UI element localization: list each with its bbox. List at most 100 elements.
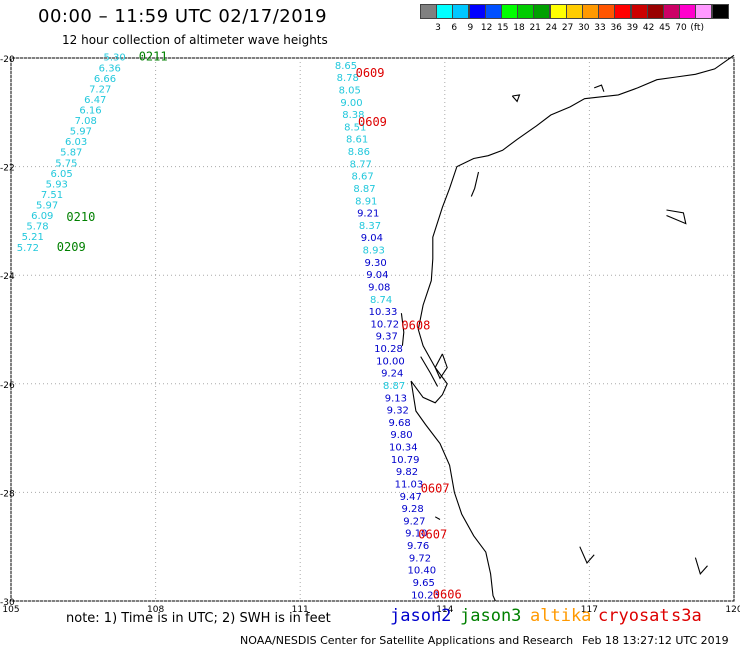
lat-tick-label: -26	[0, 381, 15, 391]
swh-value: 5.21	[22, 232, 44, 243]
legend-label: 45	[659, 23, 671, 33]
legend-label: 70	[675, 23, 687, 33]
island	[434, 516, 441, 520]
swh-value: 6.09	[31, 211, 53, 222]
lon-tick-label: 105	[2, 605, 19, 615]
legend-label: 9	[467, 23, 474, 33]
swh-value: 8.37	[359, 221, 381, 232]
swh-value: 10.33	[369, 307, 398, 318]
legend-label: 36	[610, 23, 622, 33]
swh-value: 6.03	[65, 137, 87, 148]
swh-value: 9.04	[366, 270, 388, 281]
swh-value: 6.47	[84, 95, 106, 106]
time-labels: 0211 0210 0209 0609 0609 0608 0607 0607 0606	[57, 50, 462, 602]
swh-value: 9.47	[400, 492, 422, 503]
swh-value: 8.65	[335, 61, 357, 72]
lon-tick-label: 111	[292, 605, 309, 615]
map-frame	[10, 57, 735, 602]
swh-value: 7.27	[89, 84, 111, 95]
swh-value: 8.05	[339, 86, 361, 97]
swh-value: 9.68	[388, 418, 410, 429]
satellite-tracks: 5.306.366.667.276.476.167.085.976.035.87…	[17, 53, 440, 602]
legend-label: 18	[513, 23, 525, 33]
pass-time-label: 0606	[433, 587, 462, 601]
swh-value: 8.67	[351, 172, 373, 183]
swh-value: 8.38	[342, 110, 364, 121]
island	[694, 557, 708, 576]
swh-value: 8.87	[383, 381, 405, 392]
swh-value: 10.40	[407, 566, 436, 577]
swh-value: 10.79	[391, 455, 420, 466]
legend-label: 27	[561, 23, 574, 33]
credit-line: NOAA/NESDIS Center for Satellite Applica…	[240, 634, 574, 647]
swh-value: 5.93	[46, 179, 68, 190]
satellite-s3a: s3a	[671, 606, 702, 626]
pass-time-label: 0210	[66, 210, 95, 224]
swh-value: 8.78	[337, 73, 359, 84]
swh-value: 9.30	[364, 258, 386, 269]
swh-value: 10.34	[389, 443, 418, 454]
pass-time-label: 0609	[356, 66, 385, 80]
map-subtitle: 12 hour collection of altimeter wave hei…	[62, 33, 328, 47]
island	[420, 356, 439, 387]
swh-value: 9.80	[390, 430, 412, 441]
swh-value: 9.82	[396, 467, 418, 478]
legend-label: 30	[578, 23, 590, 33]
footer-note: note: 1) Time is in UTC; 2) SWH is in fe…	[66, 611, 331, 626]
legend-label: 24	[545, 23, 558, 33]
legend-label: 42	[642, 23, 655, 33]
island	[470, 171, 480, 197]
pass-time-label: 0607	[421, 481, 450, 495]
swh-value: 9.65	[413, 578, 435, 589]
swh-value: 9.04	[361, 233, 383, 244]
legend-swatch	[711, 4, 729, 19]
legend-label: 3	[435, 23, 441, 33]
swh-value: 5.87	[60, 148, 82, 159]
swh-value: 10.23	[411, 590, 440, 601]
swh-value: 10.00	[376, 356, 405, 367]
swh-value: 9.00	[340, 98, 362, 109]
pass-time-label: 0209	[57, 240, 86, 254]
swh-value: 11.03	[395, 480, 424, 491]
satellite-jason2: jason2	[390, 606, 452, 626]
lon-tick-label: 114	[436, 605, 453, 615]
island	[666, 209, 687, 225]
pass-time-label: 0211	[139, 50, 168, 64]
legend-label: 21	[529, 23, 541, 33]
satellite-jason3: jason3	[460, 606, 522, 626]
swh-value: 10.72	[370, 319, 399, 330]
pass-time-label: 0608	[401, 319, 430, 333]
swh-value: 8.77	[350, 159, 372, 170]
lon-tick-label: 108	[147, 605, 164, 615]
island	[511, 94, 521, 103]
swh-value: 8.51	[344, 122, 366, 133]
swh-value: 7.51	[41, 190, 63, 201]
swh-value: 8.93	[363, 246, 385, 257]
swh-value: 9.10	[405, 529, 427, 540]
pass-time-label: 0609	[358, 115, 387, 129]
swh-value: 5.72	[17, 243, 39, 254]
lon-tick-label: 120	[725, 605, 740, 615]
swh-value: 6.16	[79, 106, 101, 117]
swh-value: 9.32	[387, 406, 409, 417]
legend-label: 39	[626, 23, 639, 33]
lon-tick-label: 117	[581, 605, 598, 615]
swh-value: 8.74	[370, 295, 392, 306]
swh-value: 9.27	[403, 516, 425, 527]
satellite-cryosat: cryosat	[598, 606, 670, 626]
island	[434, 353, 448, 380]
lat-tick-label: -20	[0, 55, 15, 65]
legend-label: 12	[480, 23, 493, 33]
swh-value: 8.86	[348, 147, 370, 158]
satellite-altika: altika	[530, 606, 592, 626]
swh-value: 9.13	[385, 393, 407, 404]
lat-tick-label: -24	[0, 272, 15, 282]
swh-value: 9.72	[409, 553, 431, 564]
swh-value: 6.36	[99, 63, 121, 74]
swh-value: 9.28	[401, 504, 423, 515]
swh-value: 9.76	[407, 541, 429, 552]
swh-value: 5.97	[70, 127, 92, 138]
pass-time-label: 0607	[418, 528, 447, 542]
legend-label: 15	[497, 23, 509, 33]
